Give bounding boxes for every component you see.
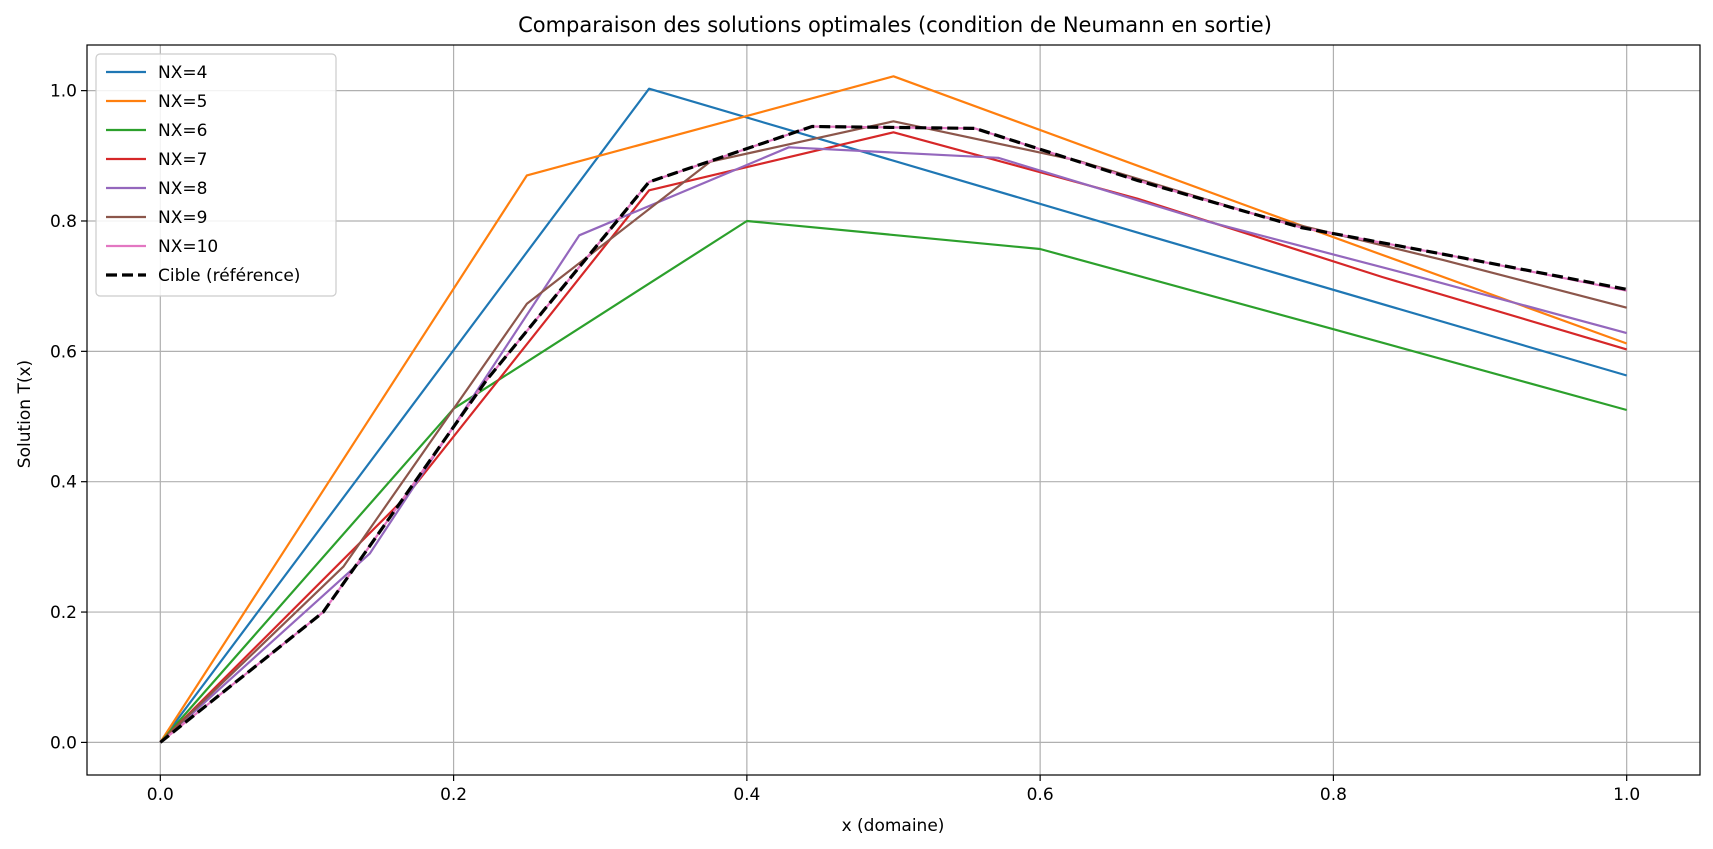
series-line-nx-4 <box>159 87 1628 744</box>
series-line-cible-r-f-rence <box>159 124 1628 744</box>
x-tick-label: 0.6 <box>1027 785 1054 805</box>
x-tick-label: 0.8 <box>1320 785 1347 805</box>
legend-label: Cible (référence) <box>158 266 300 286</box>
x-tick-label: 0.4 <box>733 785 760 805</box>
legend-label: NX=8 <box>158 179 207 199</box>
plot-frame <box>86 44 1701 776</box>
chart-title: Comparaison des solutions optimales (con… <box>518 13 1272 37</box>
legend-label: NX=5 <box>158 92 207 112</box>
y-tick-label: 0.0 <box>50 733 77 753</box>
x-tick-label: 0.2 <box>440 785 467 805</box>
legend-label: NX=7 <box>158 150 207 170</box>
series-line-nx-9 <box>159 120 1627 744</box>
axis-ticks: 0.0 0.2 0.4 0.6 0.8 1.0 0.0 0.2 0.4 0.6 0.8 1.0 <box>50 82 1640 805</box>
y-tick-label: 0.4 <box>50 473 77 493</box>
legend-label: NX=9 <box>158 208 207 228</box>
legend-label: NX=10 <box>158 237 218 257</box>
x-tick-label: 1.0 <box>1613 785 1640 805</box>
x-axis-label: x (domaine) <box>842 816 945 836</box>
x-tick-label: 0.0 <box>147 785 174 805</box>
y-tick-label: 0.6 <box>50 342 77 362</box>
legend: NX=4 NX=5 NX=6 NX=7 NX=8 NX=9 NX=10 Cible (réfé… <box>95 53 337 297</box>
series-line-nx-8 <box>159 146 1627 744</box>
series-line-nx-5 <box>159 75 1628 743</box>
legend-box <box>95 53 337 297</box>
legend-label: NX=4 <box>158 63 207 83</box>
legend-label: NX=6 <box>158 121 207 141</box>
y-axis-label: Solution T(x) <box>15 360 35 468</box>
y-tick-label: 0.2 <box>50 603 77 623</box>
y-tick-label: 0.8 <box>50 212 77 232</box>
y-tick-label: 1.0 <box>50 82 77 102</box>
series-line-nx-6 <box>159 219 1627 744</box>
series-lines <box>159 75 1628 744</box>
